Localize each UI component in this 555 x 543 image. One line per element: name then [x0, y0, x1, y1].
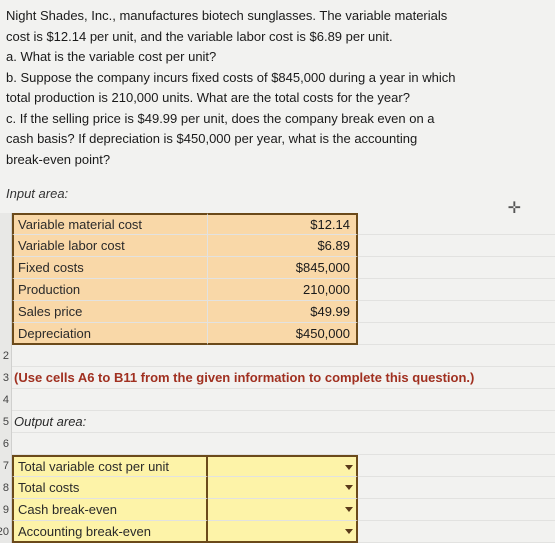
- input-value-cell[interactable]: $845,000: [208, 257, 358, 279]
- spreadsheet-area: Variable material cost $12.14 Variable l…: [0, 213, 555, 543]
- empty-cell[interactable]: [358, 279, 555, 301]
- output-label-cell[interactable]: Total costs: [12, 477, 208, 499]
- empty-cell[interactable]: [358, 521, 555, 543]
- dropdown-icon[interactable]: [345, 485, 353, 490]
- row-number: [0, 323, 12, 345]
- input-value-cell[interactable]: $6.89: [208, 235, 358, 257]
- empty-cell[interactable]: [358, 499, 555, 521]
- row-number: 2: [0, 345, 12, 367]
- output-label-cell[interactable]: Accounting break-even: [12, 521, 208, 543]
- output-label-cell[interactable]: Total variable cost per unit: [12, 455, 208, 477]
- input-value-cell[interactable]: $12.14: [208, 213, 358, 235]
- dropdown-icon[interactable]: [345, 465, 353, 470]
- output-area-cell[interactable]: Output area:: [12, 411, 555, 433]
- question-c-line2: cash basis? If depreciation is $450,000 …: [6, 129, 547, 149]
- row-number: [0, 279, 12, 301]
- row-number: 9: [0, 499, 12, 521]
- output-value-cell[interactable]: [208, 499, 358, 521]
- output-value-cell[interactable]: [208, 455, 358, 477]
- input-label-cell[interactable]: Production: [12, 279, 208, 301]
- output-area-label: Output area:: [12, 414, 86, 429]
- empty-cell[interactable]: [358, 213, 555, 235]
- row-number: 3: [0, 367, 12, 389]
- row-number: 8: [0, 477, 12, 499]
- empty-cell[interactable]: [358, 301, 555, 323]
- instruction-cell[interactable]: (Use cells A6 to B11 from the given info…: [12, 367, 555, 389]
- input-value-cell[interactable]: 210,000: [208, 279, 358, 301]
- instruction-text: (Use cells A6 to B11 from the given info…: [12, 370, 474, 385]
- empty-cell[interactable]: [208, 345, 358, 367]
- dropdown-icon[interactable]: [345, 507, 353, 512]
- question-a: a. What is the variable cost per unit?: [6, 47, 547, 67]
- empty-cell[interactable]: [12, 433, 208, 455]
- question-b-line1: b. Suppose the company incurs fixed cost…: [6, 68, 547, 88]
- row-number: [0, 235, 12, 257]
- row-number: 20: [0, 521, 12, 543]
- problem-statement: Night Shades, Inc., manufactures biotech…: [0, 0, 555, 174]
- row-number: 4: [0, 389, 12, 411]
- empty-cell[interactable]: [358, 477, 555, 499]
- question-c-line1: c. If the selling price is $49.99 per un…: [6, 109, 547, 129]
- empty-cell[interactable]: [208, 389, 358, 411]
- input-label-cell[interactable]: Depreciation: [12, 323, 208, 345]
- input-label-cell[interactable]: Fixed costs: [12, 257, 208, 279]
- empty-cell[interactable]: [358, 455, 555, 477]
- empty-cell[interactable]: [358, 433, 555, 455]
- empty-cell[interactable]: [358, 257, 555, 279]
- row-number: 6: [0, 433, 12, 455]
- empty-cell[interactable]: [358, 323, 555, 345]
- empty-cell[interactable]: [12, 389, 208, 411]
- input-value-cell[interactable]: $450,000: [208, 323, 358, 345]
- empty-cell[interactable]: [208, 433, 358, 455]
- dropdown-icon[interactable]: [345, 529, 353, 534]
- row-number: [0, 257, 12, 279]
- empty-cell[interactable]: [358, 389, 555, 411]
- input-label-cell[interactable]: Sales price: [12, 301, 208, 323]
- output-value-cell[interactable]: [208, 477, 358, 499]
- row-number: [0, 213, 12, 235]
- input-area-label: Input area:: [0, 174, 555, 203]
- row-number: 5: [0, 411, 12, 433]
- empty-cell[interactable]: [358, 345, 555, 367]
- input-label-cell[interactable]: Variable labor cost: [12, 235, 208, 257]
- input-label-cell[interactable]: Variable material cost: [12, 213, 208, 235]
- row-number: 7: [0, 455, 12, 477]
- empty-cell[interactable]: [358, 235, 555, 257]
- question-b-line2: total production is 210,000 units. What …: [6, 88, 547, 108]
- output-value-cell[interactable]: [208, 521, 358, 543]
- problem-line: Night Shades, Inc., manufactures biotech…: [6, 6, 547, 26]
- row-number: [0, 301, 12, 323]
- output-label-cell[interactable]: Cash break-even: [12, 499, 208, 521]
- question-c-line3: break-even point?: [6, 150, 547, 170]
- problem-line: cost is $12.14 per unit, and the variabl…: [6, 27, 547, 47]
- input-value-cell[interactable]: $49.99: [208, 301, 358, 323]
- empty-cell[interactable]: [12, 345, 208, 367]
